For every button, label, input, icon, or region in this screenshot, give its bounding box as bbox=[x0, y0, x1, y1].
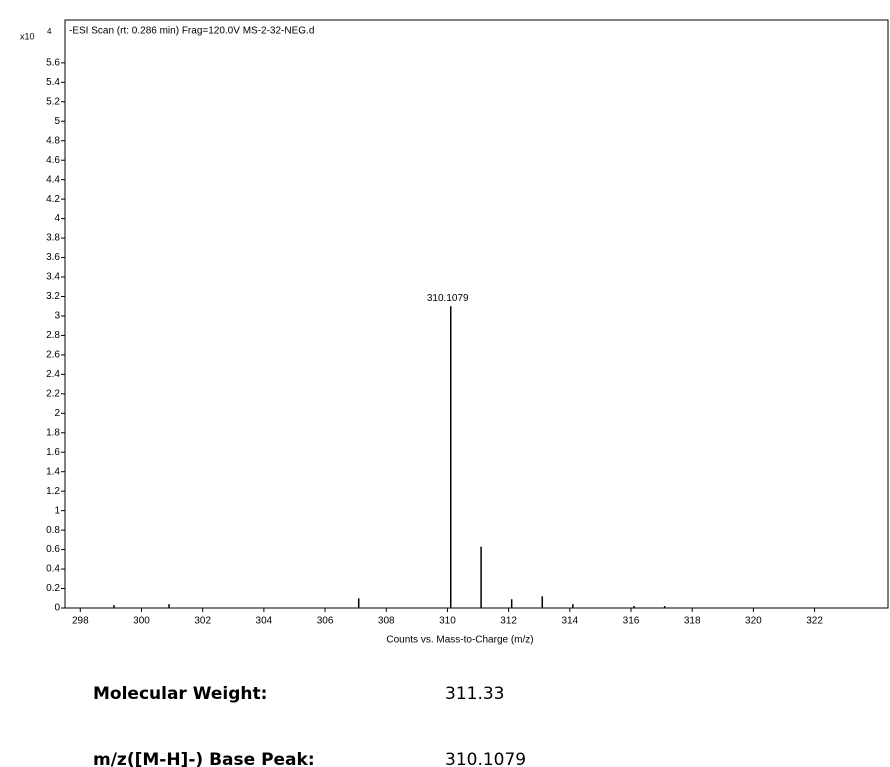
y-tick-label: 0.8 bbox=[46, 525, 60, 536]
y-scale-label: x10 bbox=[20, 31, 35, 41]
y-tick-label: 5.2 bbox=[46, 96, 60, 107]
x-tick-label: 318 bbox=[684, 616, 701, 627]
y-tick-label: 4 bbox=[54, 213, 60, 224]
y-tick-label: 5.6 bbox=[46, 57, 60, 68]
x-tick-label: 298 bbox=[72, 616, 89, 627]
plot-frame bbox=[64, 19, 889, 609]
info-label: m/z([M-H]-) Base Peak: bbox=[93, 750, 315, 767]
y-tick-label: 0.4 bbox=[46, 564, 60, 575]
y-tick-label: 0 bbox=[54, 603, 60, 614]
x-tick-label: 314 bbox=[561, 616, 578, 627]
y-tick-label: 0.2 bbox=[46, 583, 60, 594]
peak-label: 310.1079 bbox=[427, 293, 469, 304]
info-value: 311.33 bbox=[445, 684, 505, 704]
y-tick-label: 3 bbox=[54, 311, 60, 322]
y-tick-label: 2.4 bbox=[46, 369, 60, 380]
chart-title: -ESI Scan (rt: 0.286 min) Frag=120.0V MS… bbox=[69, 26, 314, 37]
x-tick-label: 302 bbox=[194, 616, 211, 627]
x-axis-label: Counts vs. Mass-to-Charge (m/z) bbox=[386, 635, 533, 646]
y-tick-label: 1.2 bbox=[46, 486, 60, 497]
y-tick-label: 1.4 bbox=[46, 466, 60, 477]
y-tick-label: 3.4 bbox=[46, 272, 60, 283]
x-tick-label: 310 bbox=[439, 616, 456, 627]
x-tick-label: 322 bbox=[806, 616, 823, 627]
y-tick-label: 4.4 bbox=[46, 174, 60, 185]
x-tick-label: 316 bbox=[623, 616, 640, 627]
chart: -ESI Scan (rt: 0.286 min) Frag=120.0V MS… bbox=[20, 19, 889, 646]
y-tick-label: 1.8 bbox=[46, 427, 60, 438]
info-label: Molecular Weight: bbox=[93, 684, 268, 704]
x-tick-label: 308 bbox=[378, 616, 395, 627]
y-tick-label: 1 bbox=[54, 505, 60, 516]
x-tick-label: 300 bbox=[133, 616, 150, 627]
y-tick-label: 3.2 bbox=[46, 291, 60, 302]
y-tick-label: 5.4 bbox=[46, 77, 60, 88]
y-tick-label: 4.6 bbox=[46, 155, 60, 166]
y-tick-label: 2 bbox=[54, 408, 60, 419]
x-tick-label: 320 bbox=[745, 616, 762, 627]
y-tick-label: 3.8 bbox=[46, 233, 60, 244]
y-tick-label: 2.6 bbox=[46, 350, 60, 361]
y-tick-label: 1.6 bbox=[46, 447, 60, 458]
y-tick-label: 5 bbox=[54, 116, 60, 127]
x-tick-label: 304 bbox=[256, 616, 273, 627]
y-tick-label: 2.2 bbox=[46, 388, 60, 399]
info-value: 310.1079 bbox=[445, 750, 527, 767]
y-tick-label: 2.8 bbox=[46, 330, 60, 341]
x-tick-label: 306 bbox=[317, 616, 334, 627]
y-tick-label: 0.6 bbox=[46, 544, 60, 555]
y-tick-label: 4.2 bbox=[46, 194, 60, 205]
x-tick-label: 312 bbox=[500, 616, 517, 627]
y-tick-label: 4.8 bbox=[46, 135, 60, 146]
y-scale-exponent: 4 bbox=[47, 27, 52, 36]
y-tick-label: 3.6 bbox=[46, 252, 60, 263]
